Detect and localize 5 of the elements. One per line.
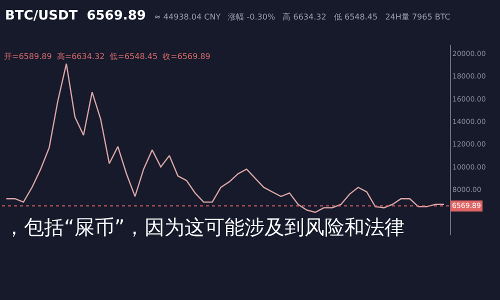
- chart-title: BTC/USDT 6569.89: [5, 8, 146, 24]
- annotation: 开=6589.89 高=6634.32 低=6548.45 收=6569.89: [4, 52, 210, 61]
- line-series: [6, 63, 445, 213]
- annotation: ，包括“屎币”，因为这可能涉及到风险和法律: [4, 215, 405, 239]
- chart-subtitle: ≈ 44938.04 CNY 涨幅 -0.30% 高 6634.32 低 6548.45 24H量 7965 BTC: [154, 12, 451, 22]
